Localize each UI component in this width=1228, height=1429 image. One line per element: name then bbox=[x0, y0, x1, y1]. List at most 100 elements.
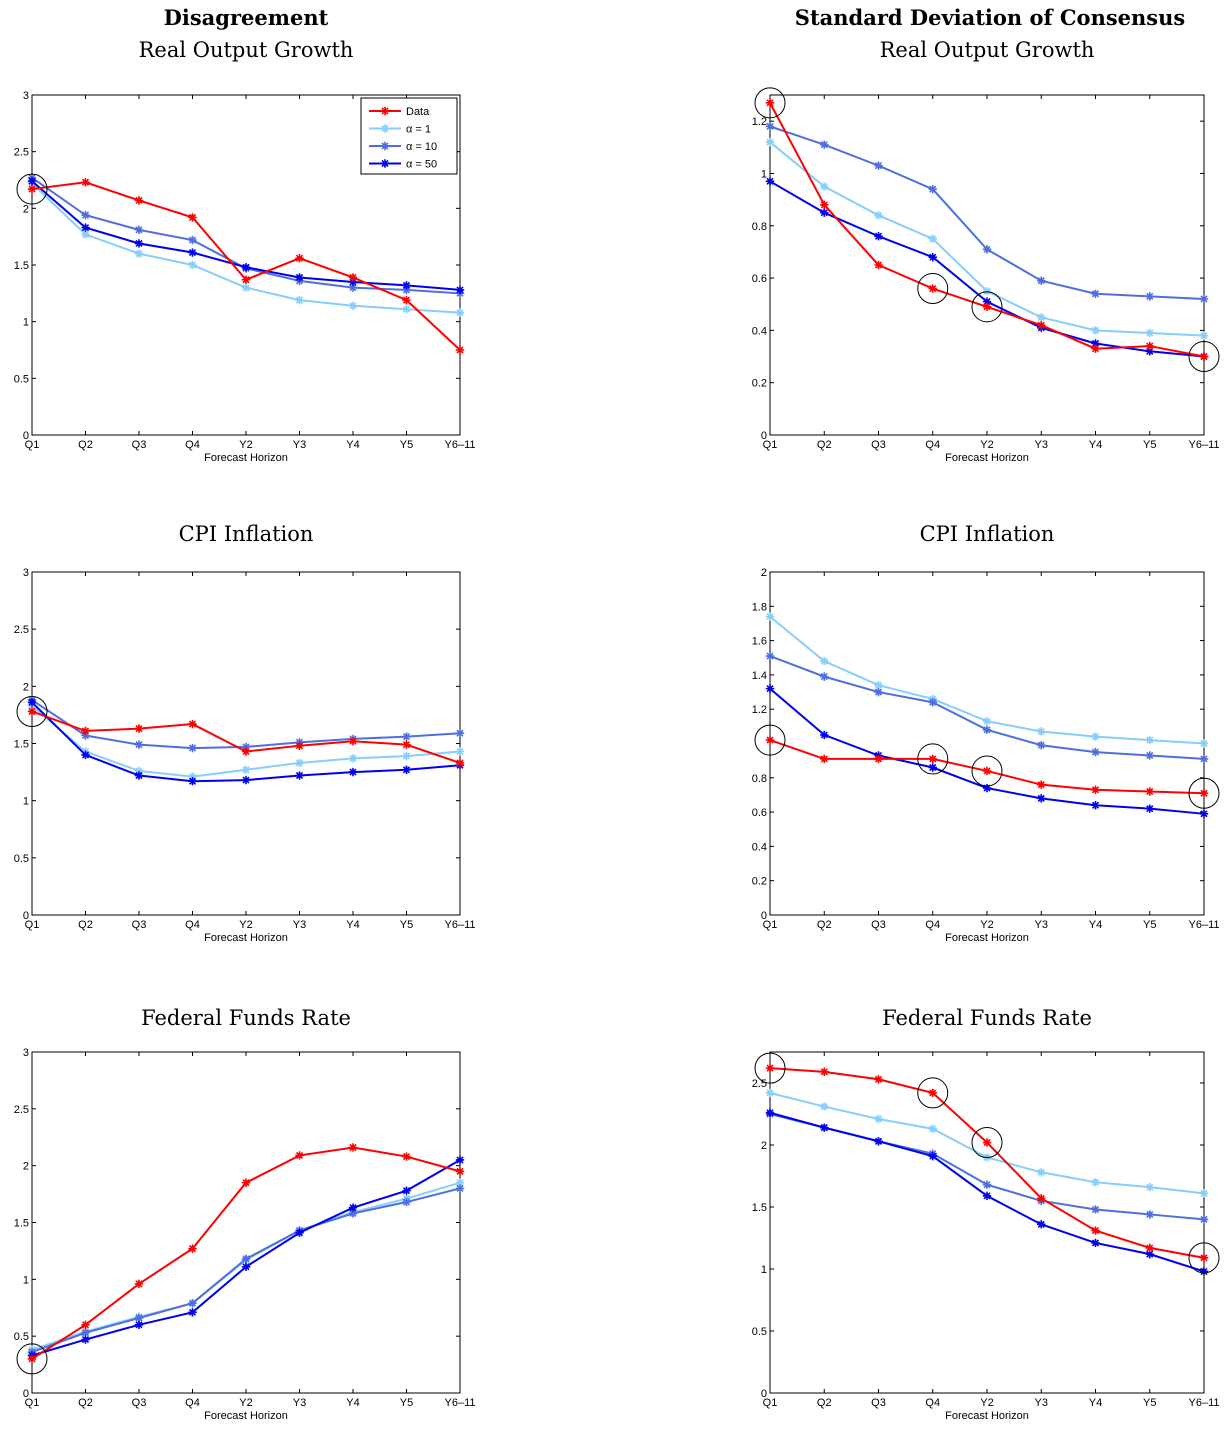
data-point bbox=[81, 726, 90, 736]
data-point bbox=[455, 345, 465, 355]
legend-label: α = 10 bbox=[406, 141, 437, 153]
x-tick-label: Q1 bbox=[763, 439, 778, 451]
series-10 bbox=[765, 1109, 1209, 1224]
legend-marker bbox=[380, 159, 390, 168]
x-tick-label: Q4 bbox=[925, 919, 940, 931]
data-point bbox=[820, 182, 829, 191]
marker-dot bbox=[297, 256, 302, 261]
data-point bbox=[188, 1299, 197, 1308]
data-point bbox=[134, 771, 144, 780]
data-point bbox=[134, 239, 144, 248]
marker-dot bbox=[767, 686, 773, 691]
data-point bbox=[188, 1244, 197, 1253]
marker-dot bbox=[29, 700, 35, 705]
chart-panel: Federal Funds Rate Q1 Q2 Q3 Q4 Y2 Y3 Y4 Y5 Y6–11 F… bbox=[14, 1006, 476, 1422]
x-axis-label: Forecast Horizon bbox=[945, 452, 1029, 464]
marker-dot bbox=[767, 614, 773, 619]
chart-panel: Real Output Growth Q1 Q2 Q3 Q4 Y2 Y3 Y4 Y5 Y6–11 F… bbox=[14, 38, 476, 464]
data-point bbox=[928, 763, 937, 772]
panel-title: Federal Funds Rate bbox=[141, 1006, 351, 1030]
data-point bbox=[402, 295, 411, 305]
marker-dot bbox=[136, 773, 142, 778]
data-point bbox=[1145, 751, 1154, 760]
marker-dot bbox=[1093, 1240, 1098, 1246]
marker-dot bbox=[1147, 343, 1152, 349]
marker-dot bbox=[822, 184, 827, 189]
data-point bbox=[348, 767, 358, 777]
data-point bbox=[874, 232, 883, 241]
marker-dot bbox=[350, 285, 356, 290]
y-tick-label: 1.2 bbox=[752, 704, 767, 716]
data-point bbox=[820, 656, 829, 666]
data-point bbox=[1091, 344, 1100, 353]
data-point bbox=[81, 1328, 90, 1337]
y-tick-label: 0.5 bbox=[752, 1326, 767, 1338]
data-point bbox=[348, 301, 358, 310]
marker-dot bbox=[930, 1153, 935, 1159]
marker-dot bbox=[83, 733, 88, 738]
marker-dot bbox=[1147, 1251, 1152, 1257]
data-point bbox=[1145, 1249, 1154, 1259]
marker-dot bbox=[984, 247, 990, 252]
data-point bbox=[134, 1313, 144, 1323]
x-tick-label: Q3 bbox=[132, 919, 147, 931]
marker-dot bbox=[767, 1065, 773, 1071]
legend-label: α = 50 bbox=[406, 159, 437, 171]
data-point bbox=[1199, 331, 1209, 340]
marker-dot bbox=[1093, 787, 1098, 793]
marker-dot bbox=[404, 287, 409, 293]
y-tick-label: 0.2 bbox=[752, 876, 767, 888]
data-point bbox=[241, 775, 251, 785]
data-point bbox=[295, 741, 304, 750]
x-tick-label: Q1 bbox=[25, 1397, 40, 1409]
data-point bbox=[874, 211, 883, 220]
series-1 bbox=[27, 701, 465, 781]
y-tick-label: 0 bbox=[761, 1388, 767, 1400]
marker-dot bbox=[457, 347, 463, 353]
x-axis-label: Forecast Horizon bbox=[945, 932, 1029, 944]
data-point bbox=[27, 707, 37, 716]
series-line bbox=[769, 687, 1205, 815]
y-tick-label: 3 bbox=[23, 90, 29, 102]
data-point bbox=[820, 140, 829, 149]
marker-dot bbox=[1039, 278, 1044, 283]
data-point bbox=[188, 235, 197, 245]
marker-dot bbox=[1201, 811, 1207, 817]
x-tick-label: Q1 bbox=[25, 439, 40, 451]
marker-dot bbox=[1201, 296, 1207, 302]
y-tick-label: 1 bbox=[23, 1274, 29, 1286]
data-point bbox=[1037, 780, 1046, 789]
data-point bbox=[1145, 1243, 1154, 1253]
data-point bbox=[765, 651, 775, 661]
data-point bbox=[402, 1152, 411, 1161]
marker-dot bbox=[136, 726, 142, 731]
x-tick-label: Y3 bbox=[293, 919, 306, 931]
panel-title: CPI Inflation bbox=[920, 522, 1055, 546]
data-point bbox=[241, 765, 251, 774]
panel-title: Real Output Growth bbox=[880, 38, 1095, 62]
data-point bbox=[765, 137, 775, 147]
marker-dot bbox=[457, 749, 463, 754]
marker-dot bbox=[984, 304, 990, 310]
marker-dot bbox=[1039, 315, 1044, 320]
data-point bbox=[928, 252, 937, 262]
data-point bbox=[1145, 292, 1154, 301]
data-point bbox=[455, 1167, 465, 1176]
data-point bbox=[982, 783, 992, 793]
y-tick-label: 0 bbox=[23, 1388, 29, 1400]
data-point bbox=[402, 751, 411, 761]
highlight-circle bbox=[16, 695, 48, 727]
x-tick-label: Y4 bbox=[1089, 439, 1102, 451]
marker-dot bbox=[1039, 1222, 1044, 1227]
marker-dot bbox=[930, 254, 935, 260]
data-point bbox=[1199, 809, 1209, 819]
y-tick-label: 1 bbox=[761, 1264, 767, 1276]
marker-dot bbox=[350, 303, 356, 308]
y-tick-label: 0.5 bbox=[14, 1331, 29, 1343]
marker-dot bbox=[1147, 1212, 1152, 1217]
marker-dot bbox=[83, 752, 88, 758]
y-tick-label: 0.6 bbox=[752, 807, 767, 819]
data-point bbox=[928, 184, 937, 194]
series-50 bbox=[765, 1108, 1209, 1276]
data-point bbox=[81, 1335, 90, 1344]
